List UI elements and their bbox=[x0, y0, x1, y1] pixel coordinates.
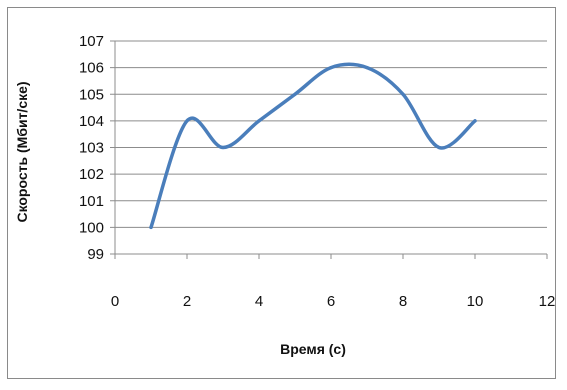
y-tick-label: 102 bbox=[79, 166, 104, 183]
x-tick-labels: 0 2 4 6 8 10 12 bbox=[111, 293, 556, 310]
data-point bbox=[401, 92, 405, 96]
axes bbox=[110, 40, 548, 259]
y-tick-label: 100 bbox=[79, 219, 104, 236]
x-tick-label: 4 bbox=[255, 293, 263, 310]
series bbox=[149, 62, 477, 230]
data-point bbox=[437, 145, 441, 150]
data-point bbox=[293, 92, 297, 96]
y-tick-label: 103 bbox=[79, 140, 104, 157]
x-tick-label: 0 bbox=[111, 293, 119, 310]
x-tick-label: 10 bbox=[467, 293, 484, 310]
y-tick-label: 106 bbox=[79, 60, 104, 77]
x-tick-label: 8 bbox=[399, 293, 407, 310]
y-tick-label: 101 bbox=[79, 193, 104, 210]
y-tick-label: 104 bbox=[79, 113, 104, 130]
x-tick-label: 2 bbox=[183, 293, 191, 310]
x-axis-title: Время (с) bbox=[280, 341, 346, 357]
y-tick-label: 107 bbox=[79, 33, 104, 50]
data-point bbox=[473, 119, 477, 123]
y-tick-label: 105 bbox=[79, 86, 104, 103]
y-tick-label: 99 bbox=[87, 246, 104, 263]
data-point bbox=[149, 225, 153, 229]
data-point bbox=[329, 66, 333, 70]
series-line-0 bbox=[149, 62, 477, 230]
data-point bbox=[257, 119, 261, 123]
y-axis-title: Скорость (Мбит/ске) bbox=[14, 81, 30, 222]
data-point bbox=[221, 145, 225, 150]
data-point bbox=[365, 66, 369, 70]
chart-frame bbox=[7, 7, 556, 379]
y-tick-labels: 99 100 101 102 103 104 105 106 107 bbox=[79, 33, 104, 263]
x-tick-label: 12 bbox=[539, 293, 556, 310]
data-point bbox=[185, 119, 189, 123]
x-tick-label: 6 bbox=[327, 293, 335, 310]
